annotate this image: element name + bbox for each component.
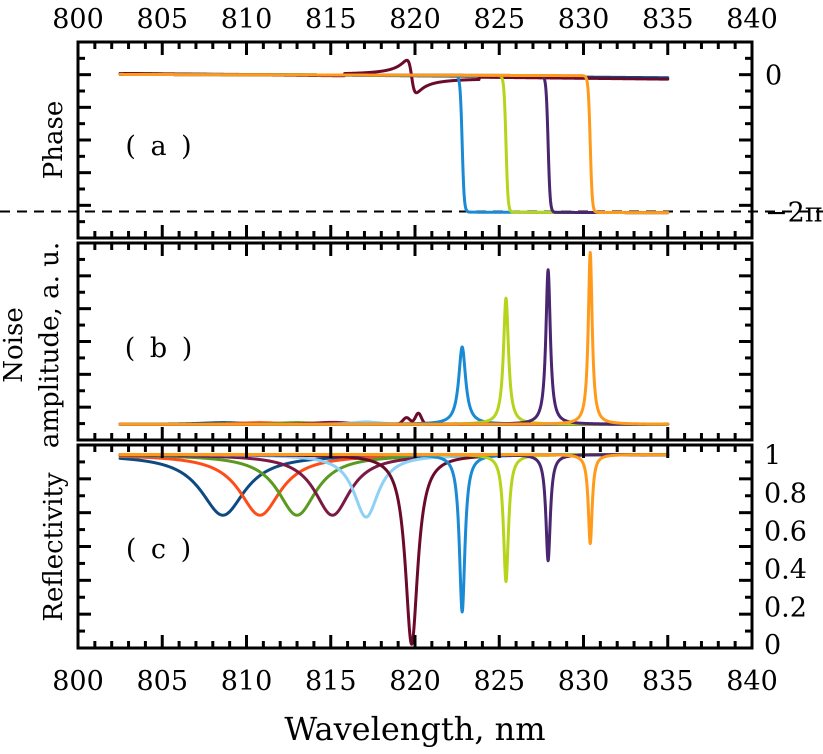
x-tick-label-bottom: 840 — [726, 666, 778, 697]
phase-curves — [0, 58, 823, 215]
panel-a-right-tick-label: −2π — [765, 197, 823, 228]
panel-a-label: ( a ) — [125, 131, 194, 162]
noise-curves — [118, 250, 670, 426]
x-tick-label-bottom: 820 — [389, 666, 441, 697]
panel-c-right-tick-label: 0.4 — [764, 554, 807, 585]
panel-a-right-tick-label: 0 — [765, 61, 782, 92]
x-tick-label-top: 825 — [473, 4, 525, 35]
panel-c-label: ( c ) — [126, 534, 194, 565]
x-tick-label-top: 805 — [136, 4, 188, 35]
x-tick-label-bottom: 830 — [558, 666, 610, 697]
axis-text: 800 800 805 805 810 810 815 815 820 820 825 825 830 8… — [0, 4, 823, 748]
x-tick-label-bottom: 835 — [642, 666, 694, 697]
x-tick-label-bottom: 825 — [473, 666, 525, 697]
phase-curve — [118, 72, 670, 215]
panel-c-right-tick-label: 0.8 — [764, 478, 807, 509]
x-tick-label-top: 830 — [558, 4, 610, 35]
panel-c-right-tick-label: 0.6 — [764, 516, 807, 547]
noise-curve — [118, 296, 670, 426]
phase-curve — [118, 72, 670, 215]
panel-b-ylabel-line2: amplitude, a. u. — [35, 242, 65, 448]
x-tick-label-top: 840 — [726, 4, 778, 35]
x-tick-label-bottom: 800 — [52, 666, 104, 697]
panel-c-ylabel: Reflectivity — [39, 472, 69, 621]
x-tick-label-top: 800 — [52, 4, 104, 35]
phase-curve — [118, 72, 670, 215]
x-tick-label-bottom: 805 — [136, 666, 188, 697]
noise-curve — [118, 250, 670, 426]
x-tick-label-bottom: 810 — [221, 666, 273, 697]
reflectivity-curve — [118, 452, 670, 546]
panel-a-ylabel: Phase — [39, 101, 69, 179]
panel-b-ylabel-line1: Noise — [0, 307, 29, 382]
axis-ticks — [76, 42, 754, 648]
phase-curve — [118, 72, 670, 215]
panel-c-right-tick-label: 1 — [764, 440, 781, 471]
panel-b-label: ( b ) — [125, 333, 196, 364]
panel-c-right-tick-label: 0.2 — [764, 592, 807, 623]
reflectivity-curves — [118, 452, 670, 646]
x-tick-label-bottom: 815 — [305, 666, 357, 697]
x-tick-label-top: 810 — [221, 4, 273, 35]
x-tick-label-top: 815 — [305, 4, 357, 35]
x-axis-label: Wavelength, nm — [284, 710, 545, 748]
x-tick-label-top: 820 — [389, 4, 441, 35]
panel-c-right-tick-label: 0 — [764, 630, 781, 661]
x-tick-label-top: 835 — [642, 4, 694, 35]
